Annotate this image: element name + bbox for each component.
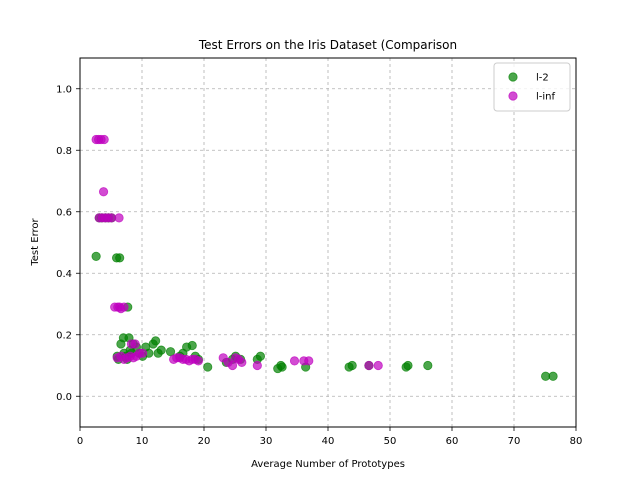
y-tick-label: 0.8 (56, 146, 72, 157)
data-point-l-inf (304, 356, 314, 366)
data-point-l-inf (114, 213, 124, 223)
data-point-l-2 (277, 362, 287, 372)
series-l-inf (91, 134, 383, 371)
data-point-l-inf (252, 360, 262, 371)
data-points (91, 134, 558, 381)
x-tick-label: 20 (198, 436, 211, 447)
data-point-l-inf (289, 356, 300, 366)
y-tick-label: 0.4 (56, 269, 72, 280)
x-axis-ticks: 0 10 20 30 40 50 60 70 80 (77, 427, 583, 447)
x-tick-label: 0 (77, 436, 83, 447)
data-point-l-inf (364, 360, 374, 371)
legend-label-l-inf: l-inf (536, 92, 556, 103)
data-point-l-2 (423, 360, 433, 371)
x-axis-label: Average Number of Prototypes (251, 459, 405, 470)
data-point-l-2 (548, 371, 558, 381)
data-point-l-inf (119, 302, 129, 312)
x-tick-label: 80 (570, 436, 583, 447)
data-point-l-2 (187, 340, 197, 351)
data-point-l-2 (347, 360, 357, 371)
y-axis-ticks: 0.0 0.2 0.4 0.6 0.8 1.0 (56, 84, 80, 403)
data-point-l-inf (193, 356, 204, 366)
grid-lines (79, 58, 577, 427)
x-tick-label: 50 (384, 436, 397, 447)
data-point-l-inf (373, 360, 383, 371)
legend-box (493, 62, 571, 112)
data-point-l-inf (227, 360, 238, 371)
data-point-l-2 (91, 251, 101, 261)
x-tick-label: 30 (260, 436, 273, 447)
y-tick-label: 0.2 (56, 330, 72, 341)
data-point-l-inf (130, 339, 140, 349)
data-point-l-inf (98, 187, 109, 197)
x-tick-label: 70 (508, 436, 521, 447)
data-point-l-2 (203, 362, 213, 372)
data-point-l-inf (99, 134, 109, 145)
x-tick-label: 40 (322, 436, 335, 447)
data-point-l-2 (255, 351, 266, 361)
y-axis-label: Test Error (30, 217, 41, 266)
data-point-l-2 (403, 360, 413, 371)
data-point-l-inf (138, 348, 148, 358)
y-tick-label: 0.6 (56, 207, 72, 218)
data-point-l-inf (237, 357, 247, 368)
y-tick-label: 0.0 (56, 392, 72, 403)
x-tick-label: 60 (446, 436, 459, 447)
chart-title: Test Errors on the Iris Dataset (Compari… (198, 38, 457, 52)
legend-label-l-2: l-2 (536, 73, 549, 84)
data-point-l-2 (165, 347, 176, 357)
legend: l-2 l-inf (493, 62, 571, 112)
x-tick-label: 10 (136, 436, 149, 447)
data-point-l-2 (151, 336, 161, 346)
data-point-l-2 (156, 345, 166, 355)
legend-marker-l-2 (508, 72, 518, 82)
y-tick-label: 1.0 (56, 84, 72, 95)
data-point-l-2 (115, 253, 125, 263)
legend-marker-l-inf (508, 91, 518, 101)
